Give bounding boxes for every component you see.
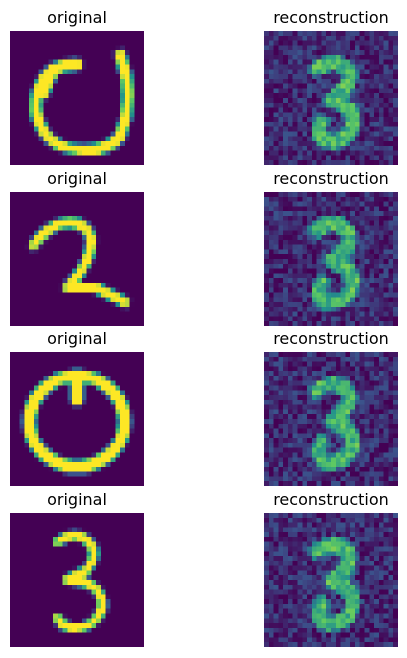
- original-title-1: original: [47, 8, 107, 27]
- reconstruction-image-1: [264, 31, 398, 165]
- reconstruction-title-3: reconstruction: [273, 329, 389, 348]
- reconstruction-image-4: [264, 513, 398, 647]
- original-image-3: [10, 352, 144, 486]
- reconstruction-image-3: [264, 352, 398, 486]
- original-title-3: original: [47, 329, 107, 348]
- original-title-2: original: [47, 169, 107, 188]
- original-image-1: [10, 31, 144, 165]
- original-image-2: [10, 192, 144, 326]
- reconstruction-title-4: reconstruction: [273, 490, 389, 509]
- reconstruction-title-2: reconstruction: [273, 169, 389, 188]
- reconstruction-title-1: reconstruction: [273, 8, 389, 27]
- reconstruction-image-2: [264, 192, 398, 326]
- original-title-4: original: [47, 490, 107, 509]
- original-image-4: [10, 513, 144, 647]
